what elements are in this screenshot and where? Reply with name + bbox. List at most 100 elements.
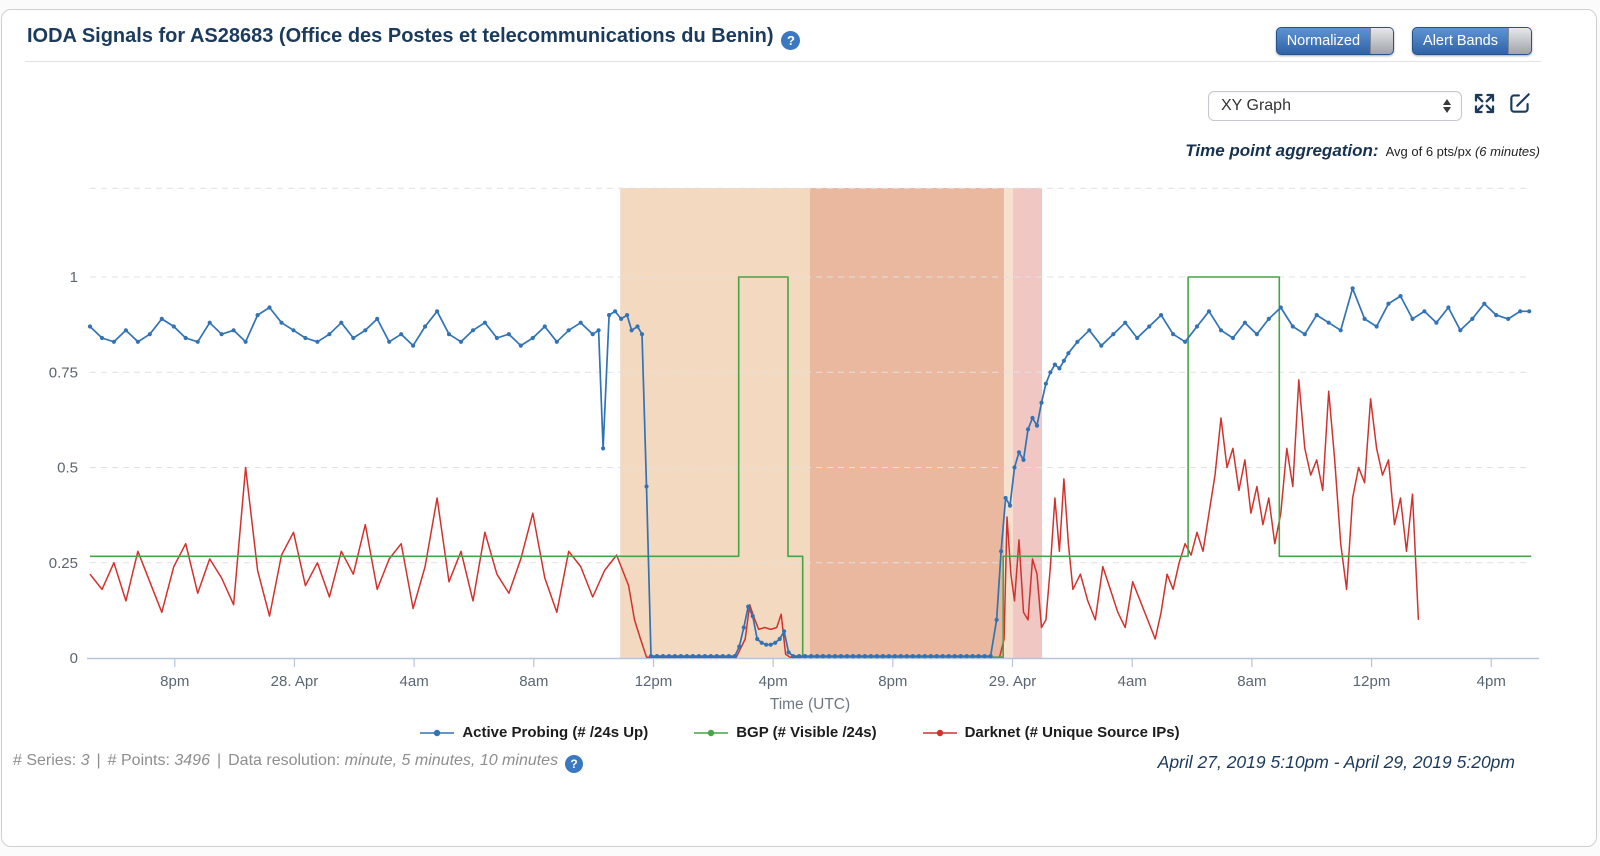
series-marker-active-probing bbox=[940, 654, 945, 659]
x-tick-label: 8am bbox=[1237, 673, 1266, 690]
series-marker-active-probing bbox=[607, 313, 612, 318]
series-marker-active-probing bbox=[714, 654, 719, 659]
x-tick-label: 28. Apr bbox=[271, 673, 319, 690]
series-marker-active-probing bbox=[135, 339, 140, 344]
series-marker-active-probing bbox=[976, 654, 981, 659]
series-marker-active-probing bbox=[458, 339, 464, 344]
aggregation-line: Time point aggregation: Avg of 6 pts/px (… bbox=[1185, 141, 1540, 161]
series-marker-active-probing bbox=[1494, 313, 1499, 318]
series-marker-active-probing bbox=[1025, 427, 1031, 432]
legend-item-darknet[interactable]: Darknet (# Unique Source IPs) bbox=[922, 724, 1180, 741]
x-tick-label: 4pm bbox=[759, 673, 788, 690]
legend-item-bgp[interactable]: BGP (# Visible /24s) bbox=[694, 724, 877, 741]
series-marker-active-probing bbox=[999, 549, 1004, 554]
aggregation-value: Avg of 6 pts/px bbox=[1385, 144, 1475, 159]
series-marker-active-probing bbox=[1506, 316, 1511, 321]
series-marker-active-probing bbox=[159, 316, 164, 321]
series-marker-active-probing bbox=[635, 324, 640, 329]
series-marker-active-probing bbox=[111, 339, 116, 344]
series-marker-active-probing bbox=[578, 320, 583, 325]
series-marker-active-probing bbox=[660, 654, 666, 659]
series-marker-active-probing bbox=[613, 309, 618, 314]
graph-type-value: XY Graph bbox=[1221, 97, 1291, 114]
title-help-icon[interactable]: ? bbox=[781, 31, 801, 50]
series-marker-active-probing bbox=[1048, 370, 1053, 375]
toggle-knob-icon bbox=[1508, 28, 1531, 54]
series-marker-active-probing bbox=[832, 654, 838, 659]
series-marker-active-probing bbox=[746, 604, 751, 609]
series-marker-active-probing bbox=[786, 650, 791, 655]
series-marker-active-probing bbox=[886, 654, 892, 659]
series-marker-active-probing bbox=[1446, 305, 1451, 310]
series-marker-active-probing bbox=[1482, 301, 1487, 306]
series-marker-active-probing bbox=[1007, 503, 1013, 508]
series-marker-active-probing bbox=[494, 335, 499, 341]
series-marker-active-probing bbox=[678, 654, 684, 659]
series-marker-active-probing bbox=[1386, 301, 1391, 306]
select-arrows-icon bbox=[1443, 98, 1451, 114]
series-marker-active-probing bbox=[874, 654, 880, 659]
series-marker-active-probing bbox=[303, 335, 308, 341]
series-marker-active-probing bbox=[782, 629, 787, 634]
series-marker-active-probing bbox=[542, 324, 547, 329]
series-marker-active-probing bbox=[530, 335, 535, 341]
series-marker-active-probing bbox=[904, 654, 909, 659]
series-marker-active-probing bbox=[666, 654, 672, 659]
expand-arrows-icon bbox=[1474, 93, 1495, 114]
edit-pencil-icon bbox=[1510, 93, 1530, 113]
alert-bands-toggle[interactable]: Alert Bands bbox=[1412, 27, 1532, 55]
series-marker-active-probing bbox=[1066, 351, 1071, 356]
header-divider bbox=[25, 61, 1541, 62]
series-marker-active-probing bbox=[1230, 335, 1235, 341]
alert-band bbox=[809, 188, 1005, 658]
footer-help-icon[interactable]: ? bbox=[565, 755, 584, 773]
series-marker-active-probing bbox=[958, 654, 963, 659]
points-count-value: 3496 bbox=[174, 752, 210, 769]
series-marker-active-probing bbox=[702, 654, 708, 659]
series-marker-active-probing bbox=[982, 654, 987, 659]
series-marker-active-probing bbox=[964, 654, 969, 659]
series-marker-active-probing bbox=[1075, 339, 1080, 344]
series-marker-active-probing bbox=[838, 654, 844, 659]
series-marker-active-probing bbox=[1290, 324, 1295, 329]
series-marker-active-probing bbox=[791, 654, 796, 659]
normalized-toggle[interactable]: Normalized bbox=[1275, 27, 1395, 55]
y-tick-label: 0.75 bbox=[49, 364, 78, 381]
x-tick-label: 29. Apr bbox=[989, 673, 1037, 690]
timeseries-chart-canvas[interactable]: 1 0.75 0.5 0.25 0 8pm 28. Apr 4am 8am 12pm 4pm 8pm 2… bbox=[0, 0, 1600, 716]
series-marker-active-probing bbox=[1087, 328, 1092, 333]
legend-label: Darknet (# Unique Source IPs) bbox=[964, 724, 1180, 741]
series-marker-active-probing bbox=[1159, 313, 1164, 318]
graph-type-select[interactable]: XY Graph bbox=[1208, 91, 1462, 121]
legend-item-active-probing[interactable]: Active Probing (# /24s Up) bbox=[420, 724, 648, 741]
series-marker-active-probing bbox=[1021, 457, 1026, 462]
series-marker-active-probing bbox=[1171, 332, 1176, 337]
series-marker-active-probing bbox=[868, 654, 874, 659]
series-marker-active-probing bbox=[952, 654, 957, 659]
expand-button[interactable] bbox=[1473, 92, 1496, 115]
series-marker-active-probing bbox=[554, 339, 559, 344]
series-marker-active-probing bbox=[916, 654, 921, 659]
x-tick-label: 4pm bbox=[1477, 673, 1506, 690]
series-marker-active-probing bbox=[820, 654, 826, 659]
series-marker-active-probing bbox=[732, 654, 737, 659]
chart-area[interactable]: 1 0.75 0.5 0.25 0 8pm 28. Apr 4am 8am 12pm 4pm 8pm 2… bbox=[0, 0, 1600, 721]
series-marker-active-probing bbox=[1043, 381, 1048, 386]
series-marker-active-probing bbox=[566, 328, 571, 333]
chart-legend: Active Probing (# /24s Up) BGP (# Visible… bbox=[0, 724, 1600, 741]
legend-marker-icon bbox=[922, 729, 957, 736]
page-title: IODA Signals for AS28683 (Office des Pos… bbox=[27, 25, 801, 50]
series-marker-active-probing bbox=[777, 636, 782, 642]
series-marker-active-probing bbox=[750, 614, 755, 619]
edit-button[interactable] bbox=[1507, 90, 1533, 116]
x-tick-label: 4am bbox=[1118, 673, 1147, 690]
alert-bands-toggle-label: Alert Bands bbox=[1423, 33, 1498, 49]
series-marker-active-probing bbox=[1242, 320, 1247, 325]
series-marker-active-probing bbox=[1362, 316, 1367, 321]
series-marker-active-probing bbox=[291, 328, 296, 333]
series-marker-active-probing bbox=[243, 339, 248, 344]
resolution-label: Data resolution: bbox=[228, 752, 341, 769]
series-marker-active-probing bbox=[1434, 320, 1439, 325]
series-marker-active-probing bbox=[423, 324, 428, 329]
series-marker-active-probing bbox=[1147, 324, 1152, 329]
